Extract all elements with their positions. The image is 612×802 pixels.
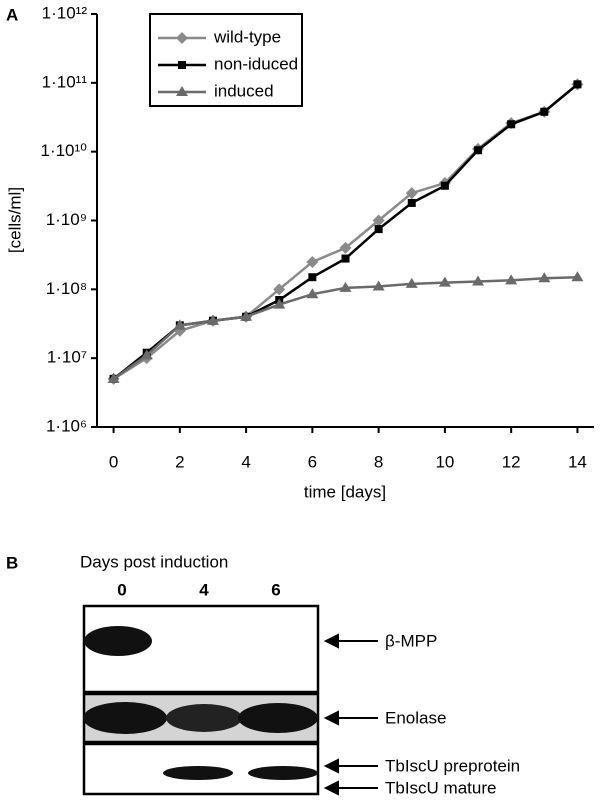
- data-point: [374, 225, 383, 234]
- data-point: [273, 283, 286, 296]
- panel-label: A: [6, 5, 18, 24]
- data-point: [507, 120, 516, 129]
- x-axis-label: time [days]: [304, 482, 386, 501]
- y-tick-label: 1·10⁷: [47, 348, 87, 367]
- x-tick-label: 8: [374, 452, 383, 471]
- data-point: [573, 80, 582, 89]
- x-tick-label: 2: [175, 452, 184, 471]
- legend-marker: [178, 61, 186, 69]
- band-label: Enolase: [385, 708, 446, 727]
- lane-label: 6: [271, 580, 280, 599]
- legend-label: induced: [214, 81, 274, 100]
- band: [166, 704, 242, 732]
- data-point: [440, 181, 449, 190]
- lane-label: 0: [117, 580, 126, 599]
- data-point: [173, 319, 186, 330]
- lane-label: 4: [199, 580, 209, 599]
- data-point: [107, 372, 120, 383]
- data-point: [306, 288, 319, 299]
- legend-label: non-iduced: [214, 54, 298, 73]
- data-point: [306, 255, 319, 268]
- x-tick-label: 6: [308, 452, 317, 471]
- band-label: TbIscU mature: [385, 778, 496, 797]
- x-tick-label: 14: [568, 452, 587, 471]
- y-tick-label: 1·10¹⁰: [40, 141, 87, 160]
- band: [84, 626, 152, 656]
- series-line: [112, 83, 579, 380]
- data-point: [405, 277, 418, 288]
- x-tick-label: 0: [109, 452, 118, 471]
- y-tick-label: 1·10¹²: [42, 3, 88, 22]
- data-point: [308, 273, 317, 282]
- y-axis-label: [cells/ml]: [5, 187, 24, 253]
- data-point: [407, 198, 416, 207]
- data-point: [505, 274, 518, 285]
- series-line: [112, 83, 579, 380]
- data-point: [206, 314, 219, 325]
- data-point: [372, 214, 385, 227]
- legend-marker: [176, 32, 188, 44]
- blot-title: Days post induction: [80, 552, 228, 571]
- data-point: [339, 241, 352, 254]
- data-point: [273, 298, 286, 309]
- blot-panels: [82, 604, 320, 796]
- band: [248, 766, 318, 780]
- x-tick-label: 4: [241, 452, 250, 471]
- y-tick-label: 1·10⁸: [46, 279, 87, 298]
- band-label: TbIscU preprotein: [385, 756, 520, 775]
- data-point: [140, 349, 153, 360]
- legend-marker: [176, 86, 188, 96]
- data-point: [339, 281, 352, 292]
- data-point: [405, 187, 418, 200]
- y-tick-label: 1·10⁶: [46, 416, 87, 435]
- data-point: [438, 276, 451, 287]
- data-point: [341, 254, 350, 263]
- y-tick-label: 1·10⁹: [46, 210, 87, 229]
- data-point: [474, 146, 483, 155]
- x-tick-label: 10: [435, 452, 454, 471]
- x-tick-label: 12: [502, 452, 521, 471]
- band: [238, 703, 318, 733]
- band-label: β-MPP: [385, 631, 437, 650]
- y-tick-label: 1·10¹¹: [42, 72, 88, 91]
- data-point: [472, 275, 485, 286]
- data-point: [240, 310, 253, 321]
- legend-label: wild-type: [213, 27, 281, 46]
- legend-box: [149, 13, 303, 107]
- band: [163, 766, 233, 780]
- data-point: [538, 272, 551, 283]
- data-point: [540, 107, 549, 116]
- panel-label: B: [6, 553, 18, 572]
- band: [83, 702, 167, 734]
- arrows: [323, 633, 378, 796]
- data-point: [372, 280, 385, 291]
- data-point: [571, 271, 584, 282]
